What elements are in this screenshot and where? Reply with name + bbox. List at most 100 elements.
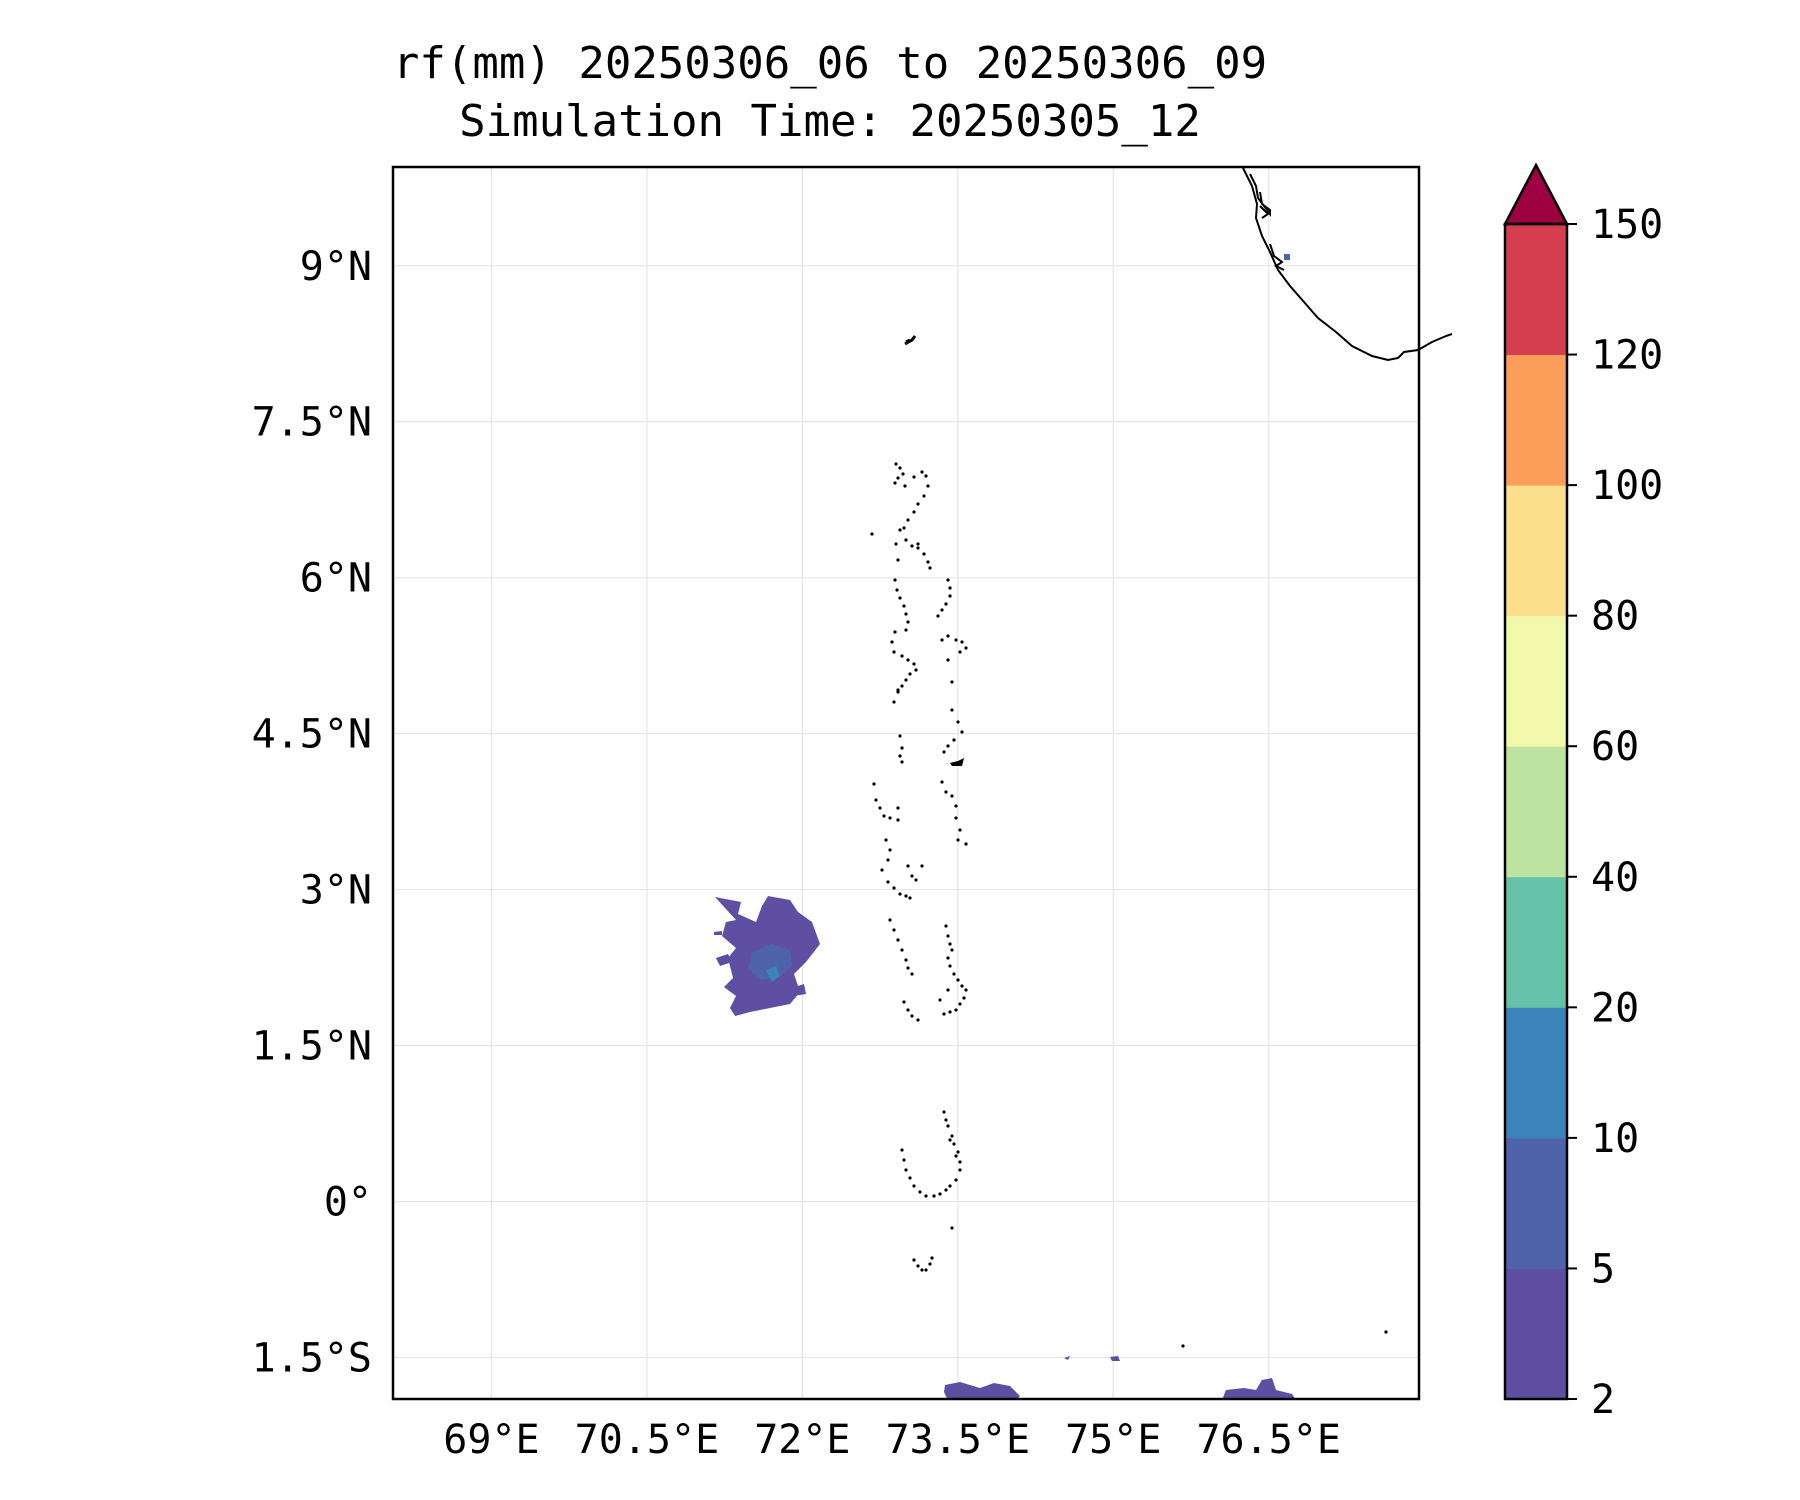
atoll-island [904, 678, 908, 682]
atoll-island [950, 794, 954, 798]
atoll-island [946, 578, 950, 582]
atoll-island [906, 966, 910, 970]
atoll-island [948, 594, 952, 598]
atoll-island [912, 475, 916, 479]
atoll-island [946, 634, 950, 638]
atoll-island [920, 470, 924, 474]
atoll-island [952, 972, 956, 976]
atoll-island [902, 1000, 906, 1004]
atoll-island [896, 558, 900, 562]
atoll-island [894, 542, 898, 546]
atoll-island [910, 1014, 914, 1018]
rain-cell-west-peak [766, 966, 780, 982]
lat-tick-label: 3°N [300, 868, 372, 914]
atoll-island [880, 868, 884, 872]
map-title-line2: Simulation Time: 20250305_12 [459, 96, 1201, 147]
atoll-island [910, 874, 914, 878]
atoll-island [954, 1008, 958, 1012]
colorbar-level-label: 80 [1591, 594, 1639, 640]
rain-cell-small-2 [714, 931, 722, 935]
atoll-island [896, 476, 900, 480]
colorbar-swatch [1505, 876, 1567, 1008]
atoll-island [944, 1118, 948, 1122]
atoll-island [944, 602, 948, 606]
atoll-island [904, 538, 908, 542]
atoll-island [940, 638, 944, 642]
lat-tick-label: 1.5°N [252, 1024, 372, 1070]
rain-cell-small-3 [792, 984, 806, 996]
atoll-island [904, 612, 908, 616]
atoll-island [946, 1124, 950, 1128]
atoll-island [906, 658, 910, 662]
atoll-island [946, 956, 950, 960]
atoll-island [893, 481, 897, 485]
atoll-island [900, 654, 904, 658]
rainfall-contours [714, 254, 1296, 1400]
atoll-island [910, 972, 914, 976]
atoll-island [922, 552, 926, 556]
atoll-island [950, 1134, 954, 1138]
colorbar-swatch [1505, 1007, 1567, 1139]
map-title-line1: rf(mm) 20250306_06 to 20250306_09 [392, 38, 1268, 89]
longitude-ticks: 69°E 70.5°E 72°E 73.5°E 75°E 76.5°E [443, 1417, 1341, 1463]
colorbar-swatch [1505, 746, 1567, 878]
atoll-island [898, 466, 902, 470]
atoll-island [944, 1188, 948, 1192]
colorbar-level-label: 120 [1591, 333, 1663, 379]
atoll-island [916, 542, 920, 546]
lon-tick-label: 70.5°E [575, 1417, 720, 1463]
atoll-island [948, 586, 952, 590]
atoll-island [964, 842, 968, 846]
rain-cell-south-1 [944, 1382, 1020, 1400]
atoll-island [914, 878, 918, 882]
atoll-island [960, 640, 964, 644]
atoll-island [912, 662, 916, 666]
atoll-island [960, 730, 964, 734]
colorbar-level-label: 20 [1591, 985, 1639, 1031]
atoll-island [900, 746, 904, 750]
atoll-island [904, 628, 908, 632]
lat-tick-label: 6°N [300, 556, 372, 602]
atoll-island [888, 918, 892, 922]
atoll-island [950, 1226, 954, 1230]
atoll-island [882, 814, 886, 818]
atoll-island [956, 720, 960, 724]
atoll-island [886, 858, 890, 862]
atoll-island [940, 608, 944, 612]
colorbar-swatch [1505, 224, 1567, 356]
colorbar: 2 5 10 20 40 60 80 100 120 150 [1502, 162, 1663, 1423]
atoll-island [948, 1184, 952, 1188]
atoll-island [908, 896, 912, 900]
lon-tick-label: 69°E [443, 1417, 539, 1463]
atoll-island [930, 1256, 934, 1260]
atoll-island [904, 958, 908, 962]
atoll-island [950, 948, 954, 952]
atoll-island [878, 806, 882, 810]
atoll-island [890, 640, 894, 644]
atoll-island [926, 484, 930, 488]
colorbar-level-label: 40 [1591, 855, 1639, 901]
lon-tick-label: 72°E [754, 1417, 850, 1463]
island-north-atoll [904, 335, 917, 346]
atoll-island [952, 1142, 956, 1146]
atoll-island [946, 658, 950, 662]
atoll-island [898, 734, 902, 738]
atoll-island [948, 964, 952, 968]
atoll-island [900, 760, 904, 764]
atoll-island [874, 798, 878, 802]
atoll-island [916, 502, 920, 506]
atoll-island [892, 928, 896, 932]
atoll-island [900, 684, 904, 688]
atoll-island [926, 560, 930, 564]
atoll-island [892, 700, 896, 704]
atoll-island [893, 578, 897, 582]
atoll-island [1181, 1344, 1185, 1348]
atoll-island [904, 1168, 908, 1172]
atoll-island [942, 1012, 946, 1016]
colorbar-extend-arrow [1502, 162, 1570, 226]
colorbar-level-label: 60 [1591, 724, 1639, 770]
latitude-ticks: 9°N 7.5°N 6°N 4.5°N 3°N 1.5°N 0° 1.5°S [252, 244, 372, 1382]
atoll-island [932, 1194, 936, 1198]
